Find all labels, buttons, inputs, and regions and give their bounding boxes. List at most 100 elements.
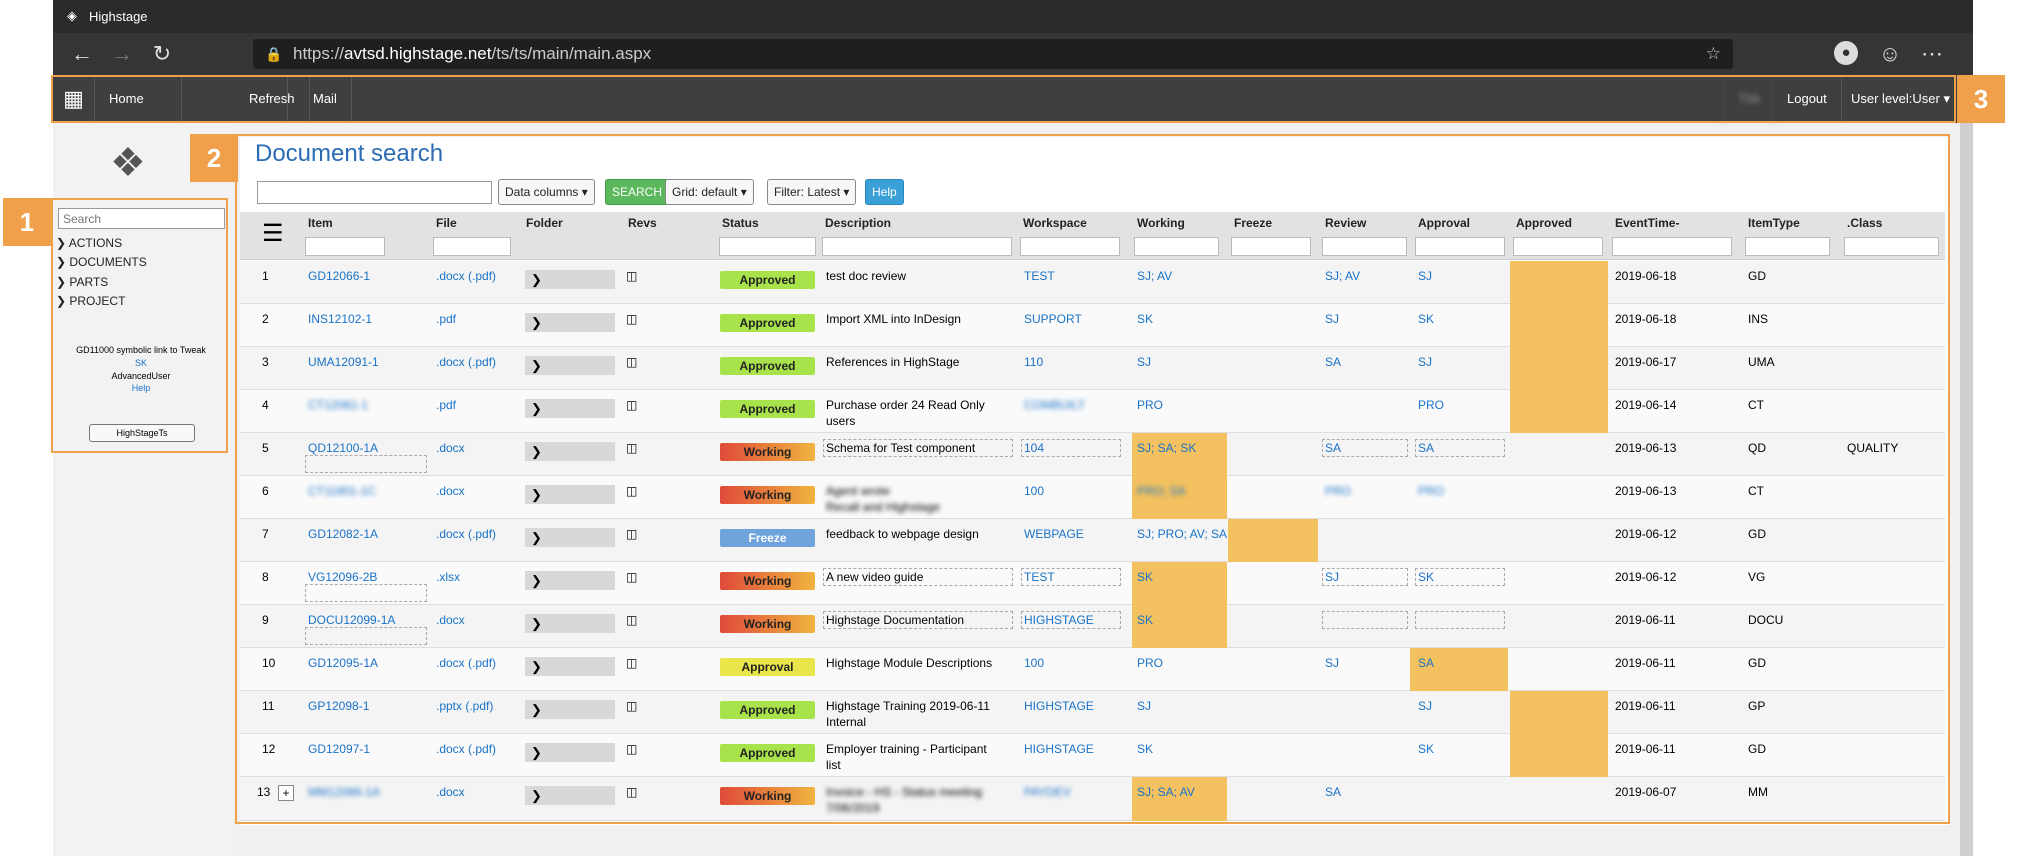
workspace-link[interactable]: COMBUILT xyxy=(1024,398,1086,412)
table-row[interactable]: 13 + MM12086-1A .docx ❯ ◫ Working Invoic… xyxy=(240,777,1945,821)
file-link[interactable]: .xlsx xyxy=(436,570,460,584)
approval-users[interactable]: SA xyxy=(1418,441,1435,455)
revisions-icon[interactable]: ◫ xyxy=(626,312,638,326)
col-header-eventtime[interactable]: EventTime- xyxy=(1615,216,1680,230)
approval-users[interactable]: SA xyxy=(1418,656,1435,670)
table-row[interactable]: 10 GD12095-1A .docx (.pdf) ❯ ◫ Approval … xyxy=(240,648,1945,691)
filter-working[interactable] xyxy=(1134,237,1219,256)
working-users[interactable]: SK xyxy=(1137,613,1154,627)
search-button[interactable]: SEARCH xyxy=(605,179,670,205)
data-columns-dropdown[interactable]: Data columns ▾ xyxy=(498,179,595,205)
workspace-link[interactable]: TEST xyxy=(1024,269,1055,283)
approval-users[interactable]: SJ xyxy=(1418,699,1433,713)
approval-users[interactable]: PRO xyxy=(1418,484,1445,498)
folder-expand-button[interactable]: ❯ xyxy=(525,614,615,633)
help-link[interactable]: Help xyxy=(131,383,151,393)
filter-dropdown[interactable]: Filter: Latest ▾ xyxy=(767,179,857,205)
table-row[interactable]: 9 DOCU12099-1A .docx ❯ ◫ Working Highsta… xyxy=(240,605,1945,648)
revisions-icon[interactable]: ◫ xyxy=(626,484,638,498)
table-row[interactable]: 2 INS12102-1 .pdf ❯ ◫ Approved Import XM… xyxy=(240,304,1945,347)
revisions-icon[interactable]: ◫ xyxy=(626,785,638,799)
revisions-icon[interactable]: ◫ xyxy=(626,699,638,713)
table-row[interactable]: 1 GD12066-1 .docx (.pdf) ❯ ◫ Approved te… xyxy=(240,261,1945,304)
revisions-icon[interactable]: ◫ xyxy=(626,269,638,283)
workspace-edit-box[interactable] xyxy=(1021,439,1121,457)
table-row[interactable]: 3 UMA12091-1 .docx (.pdf) ❯ ◫ Approved R… xyxy=(240,347,1945,390)
item-link[interactable]: GD12095-1A xyxy=(308,656,379,670)
col-header-workspace[interactable]: Workspace xyxy=(1023,216,1087,230)
working-users[interactable]: PRO xyxy=(1137,398,1164,412)
folder-expand-button[interactable]: ❯ xyxy=(525,442,615,461)
review-users[interactable]: SA xyxy=(1325,355,1342,369)
workspace-link[interactable]: TEST xyxy=(1024,570,1055,584)
filter-workspace[interactable] xyxy=(1020,237,1120,256)
apps-grid-icon[interactable]: ▦ xyxy=(53,75,95,123)
workspace-link[interactable]: 100 xyxy=(1024,656,1045,670)
tree-item-parts[interactable]: ❯ PARTS xyxy=(56,275,109,289)
workspace-edit-box[interactable] xyxy=(1021,611,1121,629)
file-link[interactable]: .docx (.pdf) xyxy=(436,656,497,670)
filter-item[interactable] xyxy=(305,237,385,256)
filter-file[interactable] xyxy=(433,237,511,256)
workspace-link[interactable]: 104 xyxy=(1024,441,1045,455)
revisions-icon[interactable]: ◫ xyxy=(626,527,638,541)
approval-users[interactable]: SK xyxy=(1418,742,1435,756)
folder-expand-button[interactable]: ❯ xyxy=(525,786,615,805)
col-header-class[interactable]: .Class xyxy=(1847,216,1883,230)
reload-icon[interactable]: ↻ xyxy=(152,41,172,66)
table-row[interactable]: 12 GD12097-1 .docx (.pdf) ❯ ◫ Approved E… xyxy=(240,734,1945,777)
col-header-approval[interactable]: Approval xyxy=(1418,216,1471,230)
approval-users[interactable]: SJ xyxy=(1418,355,1433,369)
col-header-status[interactable]: Status xyxy=(722,216,759,230)
col-header-freeze[interactable]: Freeze xyxy=(1234,216,1273,230)
col-header-item[interactable]: Item xyxy=(308,216,333,230)
filter-approved[interactable] xyxy=(1513,237,1603,256)
item-link[interactable]: INS12102-1 xyxy=(308,312,373,326)
revisions-icon[interactable]: ◫ xyxy=(626,613,638,627)
menu-logout[interactable]: Logout xyxy=(1773,75,1842,123)
table-row[interactable]: 11 GP12098-1 .pptx (.pdf) ❯ ◫ Approved H… xyxy=(240,691,1945,734)
approval-edit-box[interactable] xyxy=(1415,568,1505,586)
approval-edit-box[interactable] xyxy=(1415,611,1505,629)
approval-users[interactable]: SK xyxy=(1418,312,1435,326)
folder-expand-button[interactable]: ❯ xyxy=(525,743,615,762)
forward-icon[interactable]: → xyxy=(111,41,133,66)
workspace-link[interactable]: HIGHSTAGE xyxy=(1024,699,1094,713)
file-link[interactable]: .pdf xyxy=(436,312,457,326)
folder-expand-button[interactable]: ❯ xyxy=(525,356,615,375)
folder-expand-button[interactable]: ❯ xyxy=(525,528,615,547)
filter-status[interactable] xyxy=(719,237,816,256)
item-link[interactable]: MM12086-1A xyxy=(308,785,381,799)
item-link[interactable]: GP12098-1 xyxy=(308,699,370,713)
item-link[interactable]: GD12066-1 xyxy=(308,269,371,283)
workspace-link[interactable]: 100 xyxy=(1024,484,1045,498)
left-search-input[interactable] xyxy=(58,208,225,229)
file-link[interactable]: .pptx (.pdf) xyxy=(436,699,494,713)
tree-item-project[interactable]: ❯ PROJECT xyxy=(56,294,126,308)
filter-description[interactable] xyxy=(822,237,1012,256)
item-link[interactable]: CT12081-1 xyxy=(308,398,369,412)
workspace-link[interactable]: WEBPAGE xyxy=(1024,527,1084,541)
vertical-scrollbar[interactable] xyxy=(1960,123,1973,856)
file-link[interactable]: .docx (.pdf) xyxy=(436,355,497,369)
working-users[interactable]: PRO; SA xyxy=(1137,484,1186,498)
approval-edit-box[interactable] xyxy=(1415,439,1505,457)
col-header-file[interactable]: File xyxy=(436,216,457,230)
menu-username[interactable]: Tbb xyxy=(1723,75,1773,123)
file-link[interactable]: .docx (.pdf) xyxy=(436,742,497,756)
tree-item-documents[interactable]: ❯ DOCUMENTS xyxy=(56,255,147,269)
working-users[interactable]: SJ; SA; SK xyxy=(1137,441,1197,455)
working-users[interactable]: SK xyxy=(1137,742,1154,756)
workspace-link[interactable]: PAYDEV xyxy=(1024,785,1071,799)
filter-class[interactable] xyxy=(1844,237,1939,256)
col-header-revs[interactable]: Revs xyxy=(628,216,657,230)
review-users[interactable]: SA xyxy=(1325,441,1342,455)
review-users[interactable]: SJ xyxy=(1325,570,1340,584)
workspace-link[interactable]: HIGHSTAGE xyxy=(1024,613,1094,627)
working-users[interactable]: SJ xyxy=(1137,699,1152,713)
folder-expand-button[interactable]: ❯ xyxy=(525,700,615,719)
table-row[interactable]: 8 VG12096-2B .xlsx ❯ ◫ Working A new vid… xyxy=(240,562,1945,605)
more-menu-icon[interactable]: ⋯ xyxy=(1921,41,1943,66)
filter-eventtime[interactable] xyxy=(1612,237,1732,256)
revisions-icon[interactable]: ◫ xyxy=(626,570,638,584)
